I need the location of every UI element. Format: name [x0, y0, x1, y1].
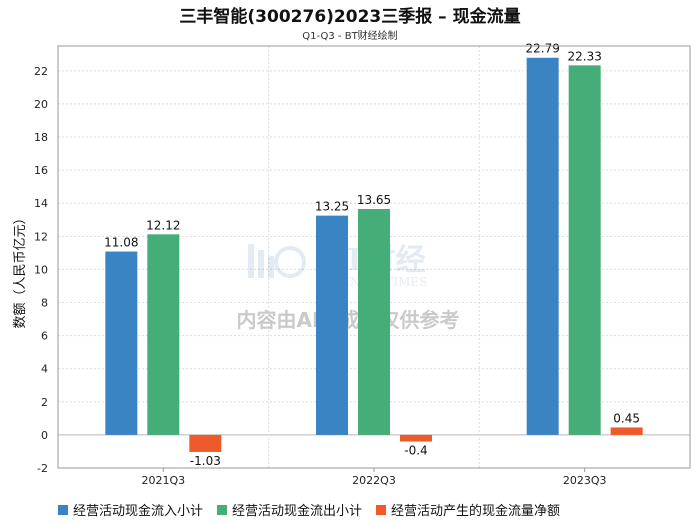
y-tick-label: 8 [41, 297, 48, 310]
legend-swatch [376, 504, 387, 515]
data-label: 13.25 [315, 200, 349, 214]
y-axis-label: 数额（人民币亿元） [13, 211, 28, 328]
legend-item: 经营活动产生的现金流量净额 [376, 500, 560, 519]
legend-item: 经营活动现金流入小计 [58, 500, 203, 519]
axes: -2 0 2 4 6 8 10 12 14 16 18 20 22 2021Q3 2022Q3 2023Q3 [34, 45, 691, 487]
y-tick-label: 2 [41, 396, 48, 409]
bar [610, 427, 643, 435]
data-label: 13.65 [357, 193, 391, 207]
bar [316, 215, 348, 435]
bar [400, 434, 432, 442]
bar [105, 251, 138, 435]
legend-label: 经营活动现金流入小计 [73, 504, 204, 519]
bar [147, 234, 180, 435]
legend-swatch [58, 504, 68, 515]
y-tick-label: 14 [34, 197, 48, 210]
bar [526, 57, 559, 435]
data-label: 22.79 [525, 42, 559, 56]
data-label: 11.08 [104, 236, 138, 250]
bar [189, 434, 222, 452]
legend-swatch [217, 504, 228, 515]
legend-item: 经营活动现金流出小计 [217, 500, 362, 519]
bar [568, 65, 601, 435]
x-tick-label: 2022Q3 [352, 474, 396, 487]
y-tick-label: 4 [41, 363, 48, 376]
legend: 经营活动现金流入小计 经营活动现金流出小计 经营活动产生的现金流量净额 [58, 500, 560, 519]
chart-title: 三丰智能(300276)2023三季报 – 现金流量 [179, 7, 521, 27]
x-tick-label: 2023Q3 [563, 474, 607, 487]
data-label: 0.45 [613, 411, 640, 425]
bars [105, 57, 643, 452]
data-label: -0.4 [404, 444, 427, 458]
legend-label: 经营活动现金流出小计 [232, 504, 363, 519]
y-tick-label: 16 [34, 164, 48, 177]
bar [358, 209, 390, 435]
y-tick-label: 18 [34, 131, 48, 144]
data-label: -1.03 [190, 454, 221, 468]
data-labels: 11.08 12.12 -1.03 13.25 13.65 -0.4 22.79 22.33 0… [104, 42, 640, 468]
y-tick-label: 22 [34, 65, 48, 78]
y-tick-label: 10 [34, 263, 48, 276]
bt-logo-icon [248, 244, 306, 278]
y-tick-label: -2 [37, 462, 48, 475]
y-tick-label: 0 [41, 429, 48, 442]
y-tick-label: 12 [34, 230, 48, 243]
data-label: 22.33 [567, 49, 601, 63]
chart-subtitle: Q1-Q3 - BT财经绘制 [302, 31, 398, 42]
legend-label: 经营活动产生的现金流量净额 [391, 504, 561, 519]
x-tick-label: 2021Q3 [142, 474, 186, 487]
y-tick-label: 20 [34, 98, 48, 111]
y-tick-label: 6 [41, 330, 48, 343]
data-label: 12.12 [146, 218, 180, 232]
